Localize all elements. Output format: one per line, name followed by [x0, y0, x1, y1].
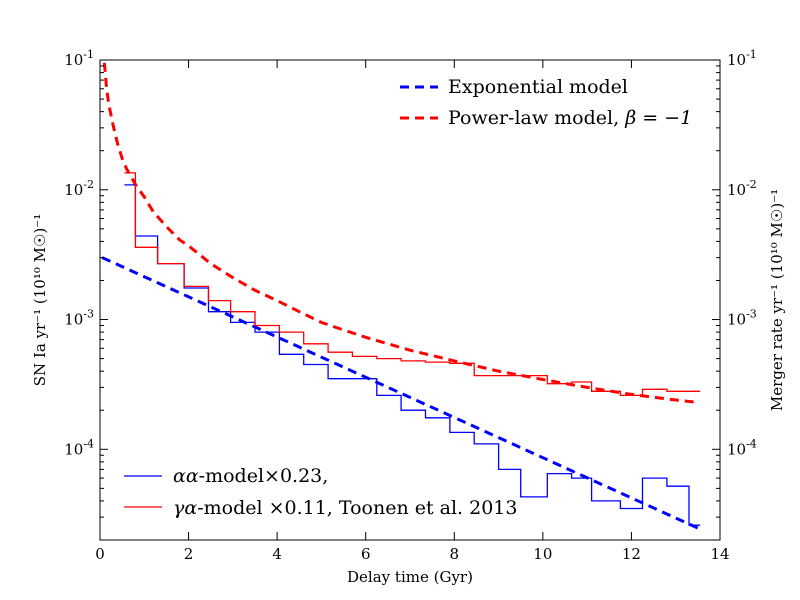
right-y-axis-ticks: 10-4 10-3 10-2 10-1 [712, 48, 757, 541]
y-tick-label-left: 10-4 [64, 437, 94, 458]
legend-gamma-alpha-label: γα-model ×0.11, Toonen et al. 2013 [173, 497, 517, 519]
legend-powerlaw-text: Power-law model, [448, 107, 625, 129]
x-tick-label: 2 [184, 545, 194, 563]
series-exponential [101, 256, 699, 530]
legend-lower: αα-model×0.23, γα-model ×0.11, Toonen et… [124, 465, 517, 519]
legend-upper: Exponential model Power-law model, β = −… [400, 76, 692, 129]
y-tick-label-left: 10-3 [64, 308, 94, 329]
x-tick-label: 12 [622, 545, 641, 563]
y-tick-label-left: 10-2 [64, 178, 94, 199]
series-alpha_alpha [124, 184, 701, 526]
left-y-axis-ticks: 10-4 10-3 10-2 10-1 [64, 48, 108, 541]
legend-alpha-alpha-math: αα [173, 465, 199, 487]
legend-powerlaw-math: β = −1 [624, 107, 692, 129]
x-tick-label: 14 [710, 545, 729, 563]
plot-frame [99, 59, 721, 541]
x-tick-label: 8 [450, 545, 460, 563]
plot-series [101, 62, 701, 530]
y-tick-label-left: 10-1 [64, 48, 94, 69]
left-y-axis-label: SN Ia yr⁻¹ (10¹⁰ M☉)⁻¹ [31, 214, 49, 386]
x-tick-label: 0 [95, 545, 105, 563]
y-tick-label-right: 10-1 [727, 48, 757, 69]
y-tick-label-right: 10-2 [727, 178, 757, 199]
legend-exponential-label: Exponential model [448, 76, 628, 98]
x-axis-label: Delay time (Gyr) [347, 568, 473, 586]
legend-powerlaw-label: Power-law model, β = −1 [448, 107, 692, 129]
x-tick-label: 10 [533, 545, 552, 563]
x-tick-label: 6 [361, 545, 371, 563]
legend-gamma-alpha-text: -model ×0.11, Toonen et al. 2013 [197, 497, 517, 519]
right-y-axis-label: Merger rate yr⁻¹ (10¹⁰ M☉)⁻¹ [768, 189, 786, 411]
legend-alpha-alpha-label: αα-model×0.23, [173, 465, 328, 487]
y-tick-label-right: 10-4 [727, 437, 757, 458]
x-tick-label: 4 [272, 545, 282, 563]
series-powerlaw [102, 62, 699, 404]
y-tick-label-right: 10-3 [727, 308, 757, 329]
legend-gamma-alpha-math: γα [173, 497, 197, 519]
legend-alpha-alpha-text: -model×0.23, [199, 465, 329, 487]
series-gamma_alpha [124, 172, 701, 397]
x-axis-ticks: 0 2 4 6 8 10 12 14 [95, 60, 730, 563]
